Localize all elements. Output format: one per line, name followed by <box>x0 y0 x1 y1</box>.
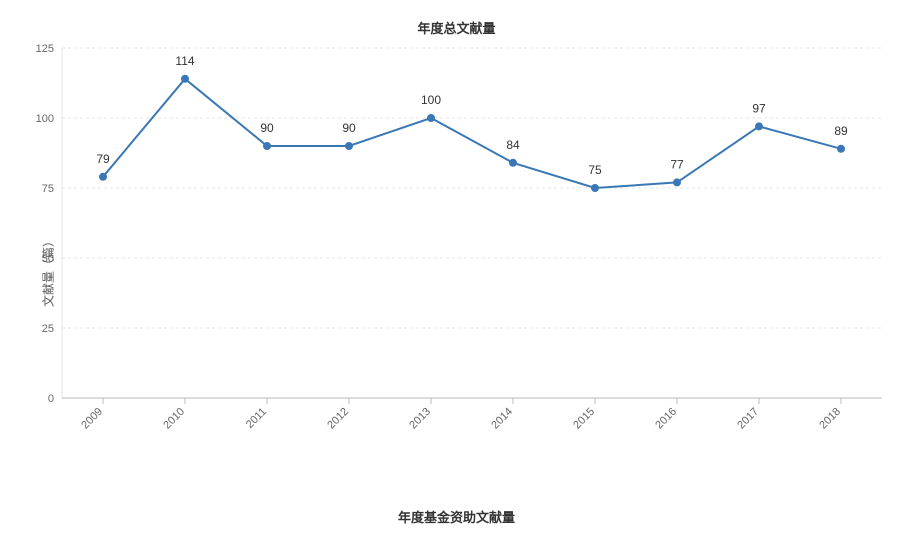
data-label: 114 <box>175 54 194 68</box>
line-chart: 0255075100125200920102011201220132014201… <box>62 48 882 448</box>
data-label: 75 <box>588 163 602 177</box>
chart-title: 年度总文献量 <box>0 0 913 37</box>
data-point <box>673 178 681 186</box>
y-tick-label: 25 <box>42 323 54 335</box>
y-tick-label: 75 <box>42 183 54 195</box>
data-label: 84 <box>506 138 520 152</box>
data-point <box>263 142 271 150</box>
x-tick-label: 2018 <box>817 406 843 432</box>
series-line <box>103 79 841 188</box>
y-tick-label: 100 <box>36 113 54 125</box>
x-tick-label: 2017 <box>735 406 761 432</box>
x-tick-label: 2016 <box>653 406 679 432</box>
data-point <box>837 145 845 153</box>
y-tick-label: 125 <box>36 43 54 55</box>
y-tick-label: 0 <box>48 393 54 405</box>
x-tick-label: 2009 <box>79 406 105 432</box>
data-point <box>99 173 107 181</box>
x-tick-label: 2012 <box>325 406 351 432</box>
x-tick-label: 2010 <box>161 406 187 432</box>
x-tick-label: 2015 <box>571 406 597 432</box>
data-label: 100 <box>421 93 441 107</box>
data-label: 97 <box>752 101 766 115</box>
sub-chart-title: 年度基金资助文献量 <box>0 507 913 526</box>
data-point <box>181 75 189 83</box>
data-label: 90 <box>260 121 274 135</box>
data-point <box>345 142 353 150</box>
x-tick-label: 2013 <box>407 406 433 432</box>
y-axis-label: 文献量（篇） <box>40 235 57 307</box>
x-tick-label: 2011 <box>244 406 269 431</box>
data-label: 77 <box>670 157 684 171</box>
data-point <box>427 114 435 122</box>
x-tick-label: 2014 <box>489 406 515 432</box>
data-point <box>591 184 599 192</box>
data-label: 89 <box>834 124 848 138</box>
data-label: 90 <box>342 121 356 135</box>
data-point <box>509 159 517 167</box>
data-point <box>755 122 763 130</box>
y-tick-label: 50 <box>42 253 54 265</box>
data-label: 79 <box>96 152 110 166</box>
